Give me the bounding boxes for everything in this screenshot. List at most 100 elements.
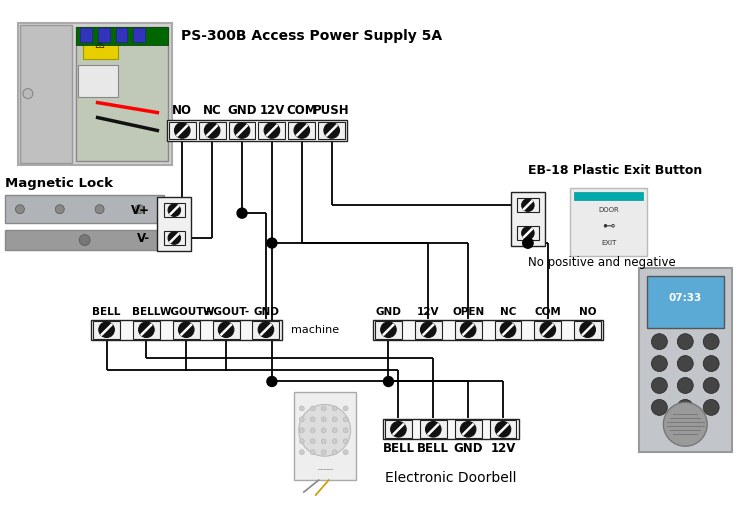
Circle shape	[580, 322, 596, 337]
Bar	[385, 420, 412, 438]
Circle shape	[299, 428, 304, 433]
Bar	[78, 65, 118, 97]
Circle shape	[299, 406, 304, 411]
Circle shape	[460, 322, 476, 337]
Circle shape	[168, 232, 181, 244]
Bar	[5, 230, 164, 250]
Text: Magnetic Lock: Magnetic Lock	[5, 177, 113, 190]
Text: GND: GND	[227, 104, 256, 117]
Circle shape	[460, 422, 476, 437]
Circle shape	[139, 322, 154, 337]
Circle shape	[294, 123, 310, 138]
Text: GND: GND	[253, 306, 279, 316]
Circle shape	[677, 399, 693, 416]
Bar	[18, 23, 172, 165]
Circle shape	[522, 199, 534, 211]
Circle shape	[321, 439, 326, 444]
Circle shape	[56, 205, 64, 214]
Circle shape	[391, 422, 406, 437]
Bar	[172, 321, 200, 339]
Circle shape	[677, 334, 693, 350]
Text: V-: V-	[137, 232, 151, 244]
Text: NO: NO	[172, 104, 192, 117]
Text: 12V: 12V	[260, 104, 284, 117]
Bar	[134, 28, 146, 42]
Bar	[5, 195, 164, 223]
Circle shape	[321, 428, 326, 433]
Bar	[80, 28, 92, 42]
Circle shape	[704, 377, 719, 393]
Bar	[253, 321, 280, 339]
Text: BELL: BELL	[382, 442, 415, 456]
Circle shape	[267, 238, 277, 248]
Text: PUSH: PUSH	[314, 104, 350, 117]
Circle shape	[205, 123, 220, 138]
Bar	[518, 198, 538, 212]
Circle shape	[237, 208, 247, 218]
Bar	[294, 393, 356, 480]
Text: ⊷: ⊷	[602, 219, 615, 233]
Text: 12V: 12V	[490, 442, 516, 456]
Text: V+: V+	[131, 204, 151, 217]
Text: WGOUT+: WGOUT+	[160, 306, 213, 316]
Circle shape	[332, 417, 338, 422]
Bar	[213, 321, 239, 339]
Circle shape	[523, 238, 533, 248]
Bar	[199, 121, 226, 140]
Text: EXIT: EXIT	[601, 240, 616, 246]
Bar	[98, 28, 109, 42]
Text: NC: NC	[202, 104, 221, 117]
Circle shape	[652, 399, 668, 416]
Circle shape	[381, 322, 396, 337]
Circle shape	[267, 376, 277, 387]
Bar	[415, 321, 442, 339]
Bar	[490, 420, 517, 438]
Text: GND: GND	[376, 306, 401, 316]
Circle shape	[80, 235, 90, 245]
Bar	[76, 27, 168, 45]
Circle shape	[178, 322, 194, 337]
Circle shape	[99, 322, 114, 337]
Bar	[91, 320, 282, 340]
Text: COM: COM	[286, 104, 317, 117]
Text: BELL: BELL	[92, 306, 121, 316]
Bar	[534, 321, 561, 339]
Text: BELL: BELL	[132, 306, 160, 316]
Circle shape	[298, 404, 350, 456]
Circle shape	[332, 406, 338, 411]
Circle shape	[95, 205, 104, 214]
Circle shape	[523, 238, 533, 248]
Text: No positive and negative: No positive and negative	[528, 257, 676, 269]
Bar	[647, 276, 724, 328]
Circle shape	[321, 450, 326, 455]
Circle shape	[495, 422, 511, 437]
Bar	[20, 25, 72, 164]
Circle shape	[332, 428, 338, 433]
Bar	[420, 420, 447, 438]
Text: BELL: BELL	[417, 442, 449, 456]
Bar	[382, 419, 519, 439]
Circle shape	[652, 377, 668, 393]
Text: GND: GND	[454, 442, 483, 456]
Bar	[229, 121, 256, 140]
Text: OPEN: OPEN	[452, 306, 484, 316]
Text: NC: NC	[500, 306, 516, 316]
Bar	[574, 192, 644, 200]
Circle shape	[299, 417, 304, 422]
Text: EB-18 Plastic Exit Button: EB-18 Plastic Exit Button	[528, 164, 702, 177]
Circle shape	[175, 123, 190, 138]
Circle shape	[264, 123, 280, 138]
Circle shape	[324, 123, 340, 138]
Circle shape	[663, 402, 707, 446]
Circle shape	[321, 406, 326, 411]
Bar	[169, 121, 196, 140]
Bar	[164, 203, 185, 217]
Circle shape	[321, 417, 326, 422]
Circle shape	[344, 406, 348, 411]
Circle shape	[310, 417, 315, 422]
Circle shape	[704, 356, 719, 371]
Text: ⚠: ⚠	[94, 40, 104, 50]
Circle shape	[16, 205, 25, 214]
Bar	[164, 231, 185, 245]
Circle shape	[704, 399, 719, 416]
